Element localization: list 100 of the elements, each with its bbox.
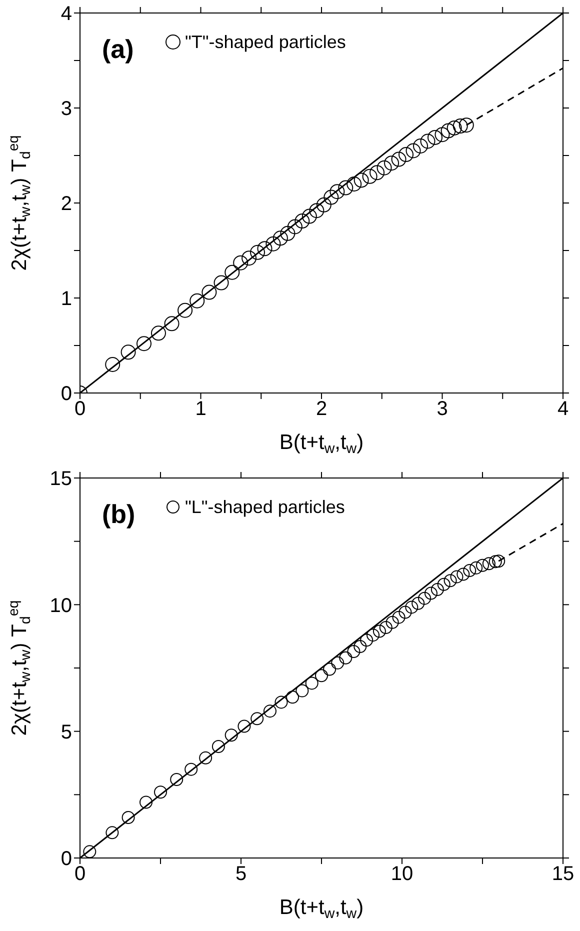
point [315, 669, 328, 682]
point [330, 184, 345, 200]
legend-label: "T"-shaped particles [185, 31, 346, 54]
x-tick-label: 3 [436, 398, 448, 420]
point [458, 118, 474, 133]
point [170, 772, 184, 786]
point [428, 130, 443, 145]
y-tick-label: 10 [50, 594, 72, 617]
point [287, 219, 302, 234]
point [120, 344, 136, 360]
point [470, 561, 483, 574]
point [212, 740, 225, 754]
x-axis-title: B(t+t$_{w}$,t$_{w}$) [279, 431, 364, 458]
x-tick-label: 5 [235, 863, 247, 886]
point [488, 555, 502, 568]
y-tick-label: 4 [60, 3, 72, 26]
point [302, 208, 317, 224]
point [105, 357, 120, 372]
point [406, 143, 421, 158]
point [274, 696, 288, 709]
point [418, 592, 432, 605]
x-tick-label: 15 [552, 863, 574, 886]
y-tick-label: 15 [50, 468, 72, 490]
point [463, 564, 476, 577]
point [150, 326, 166, 341]
point [323, 662, 336, 676]
point [354, 172, 369, 188]
point [492, 554, 506, 568]
point [316, 197, 332, 212]
point [452, 118, 468, 134]
point [250, 244, 266, 260]
point [392, 610, 406, 624]
point [379, 620, 392, 634]
point [391, 152, 406, 167]
point [354, 640, 367, 653]
point [444, 574, 457, 588]
y-tick-label: 0 [60, 848, 72, 870]
point [190, 293, 205, 308]
x-tick-label: 4 [557, 398, 569, 420]
point [184, 762, 198, 776]
point [446, 120, 462, 136]
point [398, 147, 414, 162]
point [224, 728, 238, 742]
point [450, 570, 464, 584]
point [456, 568, 470, 581]
point [257, 241, 272, 256]
point [430, 582, 444, 596]
point [482, 557, 496, 570]
point [440, 123, 456, 138]
x-axis-title: B(t+t$_{w}$,t$_{w}$) [279, 896, 364, 922]
annotation: (b) [102, 499, 136, 529]
point [280, 226, 296, 241]
point [370, 165, 385, 180]
point [405, 600, 418, 614]
point [384, 156, 400, 171]
point [294, 214, 310, 229]
point [202, 284, 217, 300]
point [412, 596, 425, 610]
point [362, 168, 378, 184]
point [140, 796, 153, 809]
point [136, 336, 152, 352]
point [309, 203, 324, 218]
point [233, 255, 248, 270]
x-tick-label: 10 [390, 863, 414, 886]
point [154, 786, 167, 799]
point [263, 704, 276, 718]
point [106, 826, 119, 840]
point [286, 690, 300, 704]
point [347, 645, 360, 658]
point [360, 634, 374, 647]
point [305, 676, 318, 690]
point [372, 624, 386, 638]
point [296, 684, 309, 698]
point [214, 275, 229, 290]
y-tick-label: 1 [60, 288, 72, 310]
point [199, 751, 212, 764]
point [250, 712, 264, 726]
y-tick-label: 5 [60, 721, 72, 744]
point [420, 134, 436, 149]
point [83, 845, 96, 858]
point [366, 628, 380, 642]
x-tick-label: 2 [316, 398, 328, 420]
y-tick-label: 0 [60, 383, 72, 406]
point [272, 230, 288, 246]
legend-label: "L"-shaped particles [185, 496, 345, 519]
y-tick-label: 2 [60, 193, 72, 216]
point [476, 558, 489, 572]
point [238, 720, 251, 733]
point [339, 651, 352, 664]
point [386, 616, 399, 629]
y-tick-label: 3 [60, 98, 72, 120]
point [266, 236, 281, 252]
point [424, 586, 438, 600]
point [346, 176, 362, 192]
point [324, 190, 339, 205]
point [164, 316, 180, 332]
point [413, 138, 428, 154]
point [434, 127, 450, 142]
point [224, 264, 240, 280]
point [122, 810, 135, 824]
